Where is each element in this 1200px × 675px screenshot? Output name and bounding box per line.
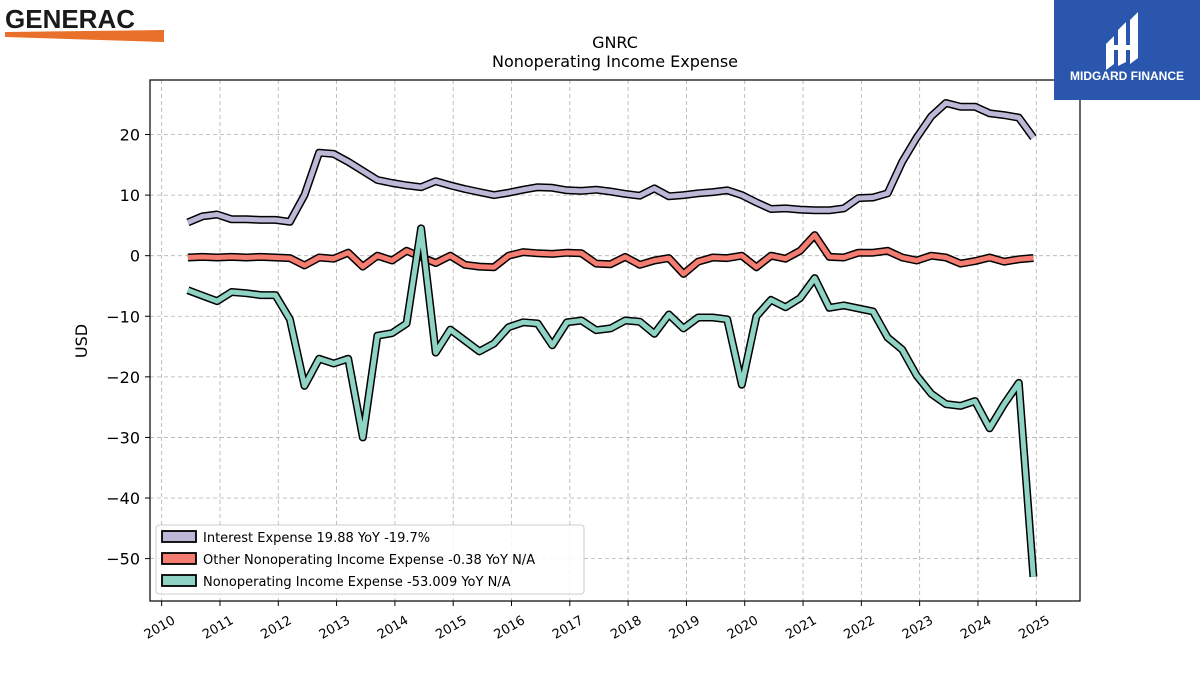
x-tick-label: 2012 <box>258 613 294 643</box>
x-tick-label: 2022 <box>842 613 878 643</box>
x-tick-label: 2018 <box>608 613 644 643</box>
x-tick-label: 2013 <box>317 613 353 643</box>
y-tick-label: −30 <box>106 428 140 447</box>
series-layer <box>186 99 1038 578</box>
x-tick-label: 2014 <box>375 613 411 643</box>
y-tick-label: −10 <box>106 307 140 326</box>
legend-label-2: Nonoperating Income Expense -53.009 YoY … <box>203 575 511 590</box>
legend-label-0: Interest Expense 19.88 YoY -19.7% <box>203 531 430 546</box>
x-tick-label: 2010 <box>142 613 178 643</box>
series-outline-1 <box>187 231 1034 278</box>
x-tick-label: 2017 <box>550 613 586 643</box>
x-tick-label: 2019 <box>667 613 703 643</box>
y-tick-label: 0 <box>130 247 140 266</box>
generac-swoosh-icon <box>5 30 164 42</box>
x-axis: 2010 2011 2012 2013 2014 2015 2016 2017 2018 2019… <box>142 601 1053 643</box>
legend-label-1: Other Nonoperating Income Expense -0.38 … <box>203 553 535 568</box>
x-tick-label: 2016 <box>492 613 528 643</box>
x-tick-label: 2023 <box>900 613 936 643</box>
x-tick-label: 2015 <box>433 613 469 643</box>
y-tick-label: 20 <box>120 126 140 145</box>
legend-swatch-0 <box>161 530 197 543</box>
x-tick-label: 2024 <box>958 613 994 643</box>
x-tick-label: 2021 <box>783 613 819 643</box>
midgard-mark-icon <box>1106 12 1138 70</box>
midgard-finance-logo: MIDGARD FINANCE <box>1054 0 1200 100</box>
y-axis-label: USD <box>72 324 91 358</box>
legend-box <box>155 524 585 595</box>
series-line-2 <box>187 225 1036 577</box>
x-tick-label: 2011 <box>200 613 236 643</box>
y-tick-label: 10 <box>120 186 140 205</box>
y-tick-label: −20 <box>106 368 140 387</box>
chart-title: GNRC <box>592 33 638 52</box>
y-axis: 20 10 0 −10 −20 −30 −40 −50 <box>106 126 150 569</box>
legend-swatch-2 <box>161 574 197 587</box>
legend: Interest Expense 19.88 YoY -19.7% Other N… <box>155 524 585 595</box>
midgard-logo-text: MIDGARD FINANCE <box>1070 69 1184 83</box>
plot-frame <box>149 79 1081 602</box>
series-line-0 <box>186 100 1036 225</box>
chart-subtitle: Nonoperating Income Expense <box>492 52 738 71</box>
y-tick-label: −50 <box>106 550 140 569</box>
x-tick-label: 2020 <box>725 613 761 643</box>
grid <box>150 80 1080 601</box>
generac-logo-text: GENERAC <box>5 4 135 34</box>
legend-swatch-1 <box>161 552 197 565</box>
generac-logo: GENERAC <box>4 4 174 44</box>
y-tick-label: −40 <box>106 489 140 508</box>
x-tick-label: 2025 <box>1016 613 1052 643</box>
series-line-1 <box>187 232 1034 277</box>
